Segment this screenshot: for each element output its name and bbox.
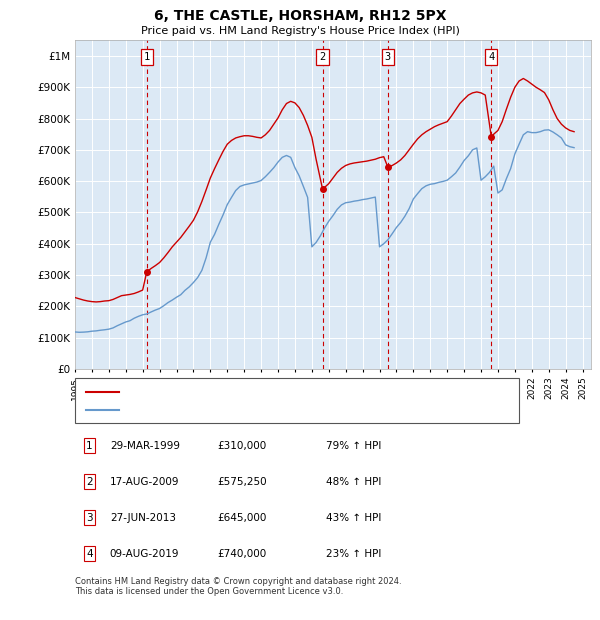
Text: 4: 4 (86, 549, 93, 559)
Text: 4: 4 (488, 52, 494, 62)
Text: 6, THE CASTLE, HORSHAM, RH12 5PX: 6, THE CASTLE, HORSHAM, RH12 5PX (154, 9, 446, 24)
Text: 2: 2 (319, 52, 326, 62)
Text: 79% ↑ HPI: 79% ↑ HPI (326, 441, 381, 451)
Text: 1: 1 (86, 441, 93, 451)
Text: Contains HM Land Registry data © Crown copyright and database right 2024.
This d: Contains HM Land Registry data © Crown c… (75, 577, 401, 596)
Text: 1: 1 (143, 52, 150, 62)
Text: 17-AUG-2009: 17-AUG-2009 (110, 477, 179, 487)
Text: £310,000: £310,000 (218, 441, 267, 451)
Text: 29-MAR-1999: 29-MAR-1999 (110, 441, 180, 451)
Text: 23% ↑ HPI: 23% ↑ HPI (326, 549, 381, 559)
Text: 09-AUG-2019: 09-AUG-2019 (110, 549, 179, 559)
Text: 2: 2 (86, 477, 93, 487)
Text: £645,000: £645,000 (218, 513, 267, 523)
Text: 43% ↑ HPI: 43% ↑ HPI (326, 513, 381, 523)
Text: £740,000: £740,000 (218, 549, 267, 559)
Text: 48% ↑ HPI: 48% ↑ HPI (326, 477, 381, 487)
Text: 27-JUN-2013: 27-JUN-2013 (110, 513, 176, 523)
Text: £575,250: £575,250 (218, 477, 268, 487)
Text: 3: 3 (385, 52, 391, 62)
Text: Price paid vs. HM Land Registry's House Price Index (HPI): Price paid vs. HM Land Registry's House … (140, 26, 460, 36)
Text: 6, THE CASTLE, HORSHAM, RH12 5PX (detached house): 6, THE CASTLE, HORSHAM, RH12 5PX (detach… (126, 387, 404, 397)
Text: HPI: Average price, detached house, Horsham: HPI: Average price, detached house, Hors… (126, 405, 355, 415)
Text: 3: 3 (86, 513, 93, 523)
